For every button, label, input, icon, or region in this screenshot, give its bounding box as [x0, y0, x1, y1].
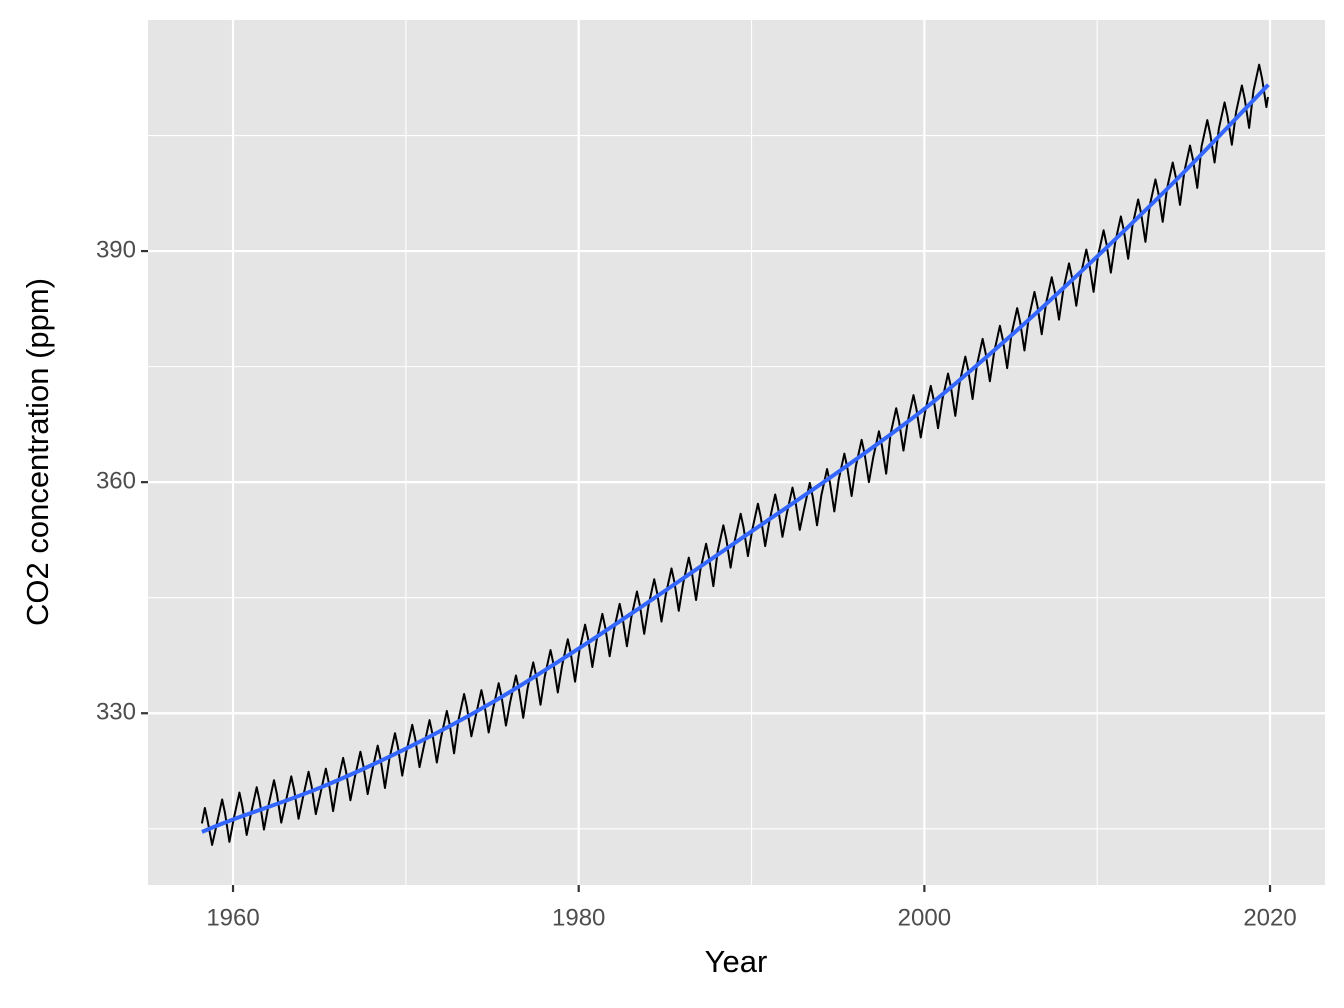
y-tick-label: 360 — [96, 467, 136, 494]
y-tick-label: 390 — [96, 236, 136, 263]
x-axis-title: Year — [705, 944, 768, 979]
x-tick-label: 2000 — [898, 904, 951, 931]
y-tick-label: 330 — [96, 699, 136, 726]
marks — [200, 63, 1270, 846]
x-tick-label: 1960 — [206, 904, 259, 931]
y-axis-title: CO2 concentration (ppm) — [20, 278, 55, 626]
plot-panel — [148, 20, 1325, 885]
x-tick-label: 1980 — [552, 904, 605, 931]
trend-line — [201, 83, 1270, 834]
data-line — [200, 63, 1269, 846]
x-tick-label: 2020 — [1243, 904, 1296, 931]
